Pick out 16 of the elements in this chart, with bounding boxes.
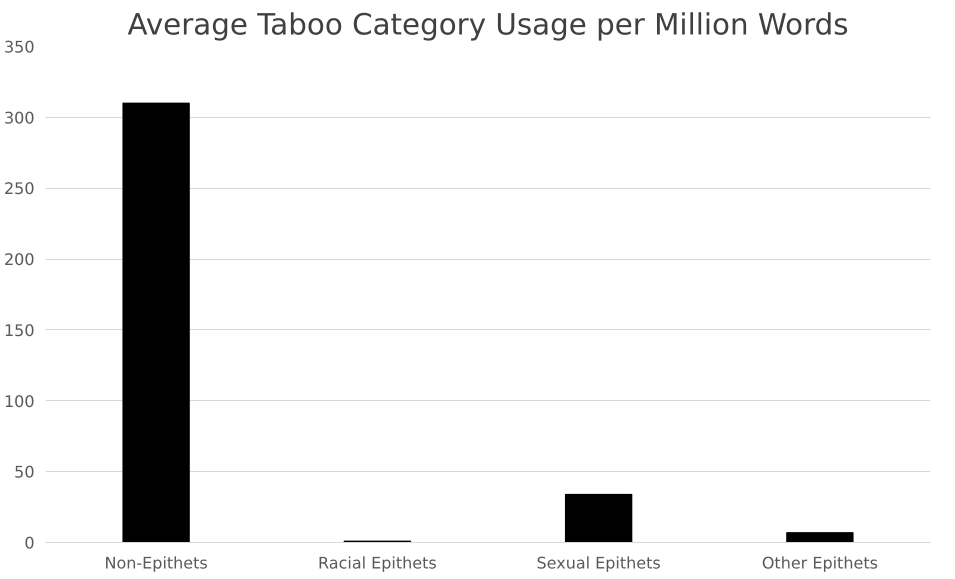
y-tick-label: 350	[4, 38, 35, 56]
x-tick-label: Other Epithets	[762, 554, 878, 572]
bar	[564, 494, 632, 542]
x-tick-label: Sexual Epithets	[536, 554, 661, 572]
y-tick-label: 50	[14, 462, 34, 482]
y-tick-label: 0	[24, 534, 35, 552]
y-tick-label: 100	[4, 392, 35, 411]
y-tick-label: 150	[4, 320, 35, 340]
bar	[122, 102, 190, 542]
chart-title: Average Taboo Category Usage per Million Words	[127, 8, 849, 42]
y-tick-label: 200	[4, 250, 35, 270]
bar	[786, 532, 854, 542]
x-tick-label: Non-Epithets	[104, 554, 208, 572]
y-tick-label: 250	[4, 179, 35, 198]
y-tick-label: 300	[4, 108, 35, 128]
x-tick-label: Racial Epithets	[318, 554, 437, 572]
